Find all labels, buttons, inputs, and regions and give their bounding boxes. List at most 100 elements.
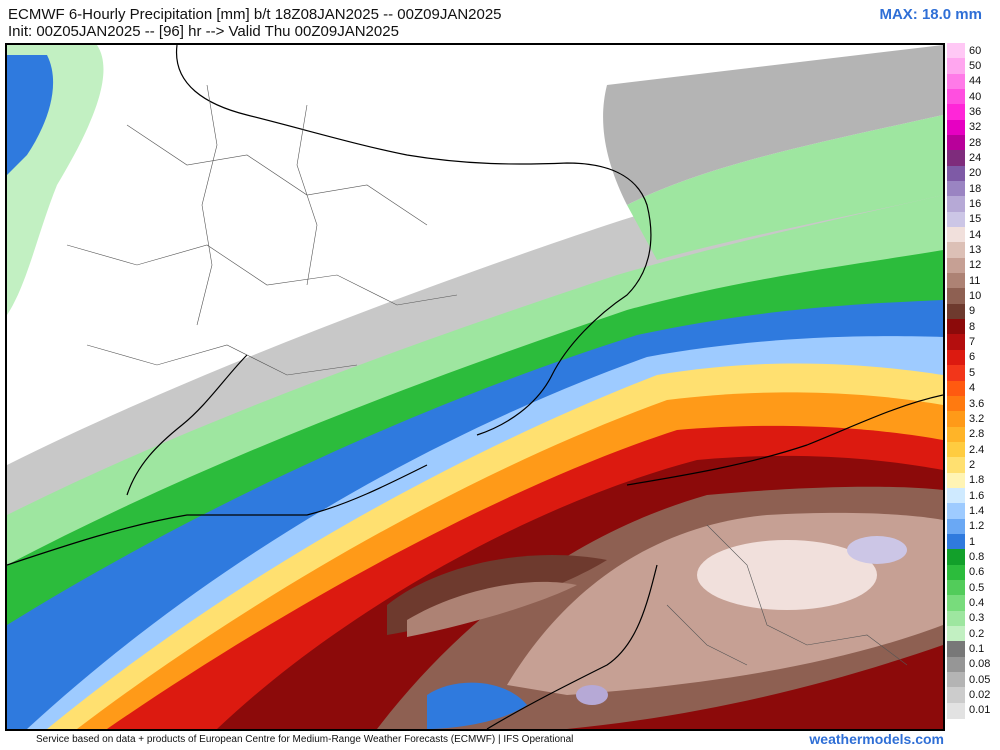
- legend-swatch: [947, 319, 965, 336]
- map-canvas: [7, 45, 943, 729]
- legend-swatch: [947, 702, 965, 719]
- legend-label: 2.8: [969, 428, 985, 441]
- legend-swatch: [947, 533, 965, 550]
- legend-label: 40: [969, 90, 982, 103]
- legend-swatch: [947, 135, 965, 152]
- map-title: ECMWF 6-Hourly Precipitation [mm] b/t 18…: [8, 6, 502, 23]
- legend-swatch: [947, 671, 965, 688]
- legend-label: 20: [969, 167, 982, 180]
- legend-label: 16: [969, 198, 982, 211]
- legend-swatch: [947, 503, 965, 520]
- ne-trace: [603, 45, 943, 205]
- legend-label: 3.6: [969, 397, 985, 410]
- footer-credit: Service based on data + products of Euro…: [36, 734, 574, 745]
- legend-label: 0.08: [969, 658, 991, 671]
- core-purple: [847, 536, 907, 564]
- legend-label: 1.4: [969, 504, 985, 517]
- legend-label: 1.2: [969, 520, 985, 533]
- legend-swatch: [947, 656, 965, 673]
- legend-label: 18: [969, 182, 982, 195]
- legend-swatch: [947, 487, 965, 504]
- legend-swatch: [947, 426, 965, 443]
- legend-swatch: [947, 625, 965, 642]
- legend-swatch: [947, 181, 965, 198]
- legend-label: 12: [969, 259, 982, 272]
- max-precip-label: MAX: 18.0 mm: [879, 6, 982, 23]
- legend-swatch: [947, 595, 965, 612]
- ne-showers: [627, 115, 943, 260]
- legend-label: 5: [969, 366, 976, 379]
- legend-swatch: [947, 165, 965, 182]
- legend-swatch: [947, 104, 965, 121]
- legend-label: 0.4: [969, 596, 985, 609]
- sw-blue-pocket: [427, 682, 527, 729]
- legend-label: 0.01: [969, 704, 991, 717]
- legend-label: 2: [969, 458, 976, 471]
- precipitation-map[interactable]: [5, 43, 945, 731]
- legend-swatch: [947, 518, 965, 535]
- legend-label: 0.6: [969, 566, 985, 579]
- legend-label: 6: [969, 351, 976, 364]
- legend-swatch: [947, 441, 965, 458]
- legend-swatch: [947, 288, 965, 305]
- legend-label: 0.1: [969, 642, 985, 655]
- lobe-pink-west: [407, 581, 577, 637]
- legend-swatch: [947, 365, 965, 382]
- legend-label: 1.8: [969, 474, 985, 487]
- legend-swatch: [947, 610, 965, 627]
- legend-label: 50: [969, 60, 982, 72]
- legend-label: 36: [969, 106, 982, 119]
- legend-swatch: [947, 641, 965, 658]
- footer-site-link[interactable]: weathermodels.com: [809, 731, 944, 747]
- legend-label: 13: [969, 244, 982, 257]
- legend-label: 0.2: [969, 627, 985, 640]
- legend-swatch: [947, 58, 965, 75]
- legend-swatch: [947, 257, 965, 274]
- legend-swatch: [947, 457, 965, 474]
- legend-swatch: [947, 549, 965, 566]
- legend-label: 14: [969, 228, 982, 241]
- nw-blue: [7, 55, 54, 175]
- core-purple-south: [576, 685, 608, 705]
- legend-label: 0.5: [969, 581, 985, 594]
- legend-swatch: [947, 73, 965, 90]
- legend-label: 60: [969, 44, 982, 57]
- legend-swatch: [947, 334, 965, 351]
- legend-swatch: [947, 43, 965, 59]
- legend-label: 44: [969, 75, 982, 88]
- legend-swatch: [947, 687, 965, 704]
- legend-label: 3.2: [969, 412, 985, 425]
- legend-swatch: [947, 349, 965, 366]
- legend-swatch: [947, 119, 965, 136]
- legend-label: 32: [969, 121, 982, 134]
- legend-swatch: [947, 564, 965, 581]
- legend-swatch: [947, 227, 965, 244]
- coastlines: [7, 45, 943, 729]
- legend-label: 24: [969, 152, 982, 165]
- legend-swatch: [947, 395, 965, 412]
- legend-swatch: [947, 242, 965, 259]
- legend-label: 0.05: [969, 673, 991, 686]
- legend-label: 15: [969, 213, 982, 226]
- legend-label: 7: [969, 336, 976, 349]
- precip-field: [7, 45, 943, 729]
- legend-swatch: [947, 211, 965, 228]
- admin-borders: [66, 84, 908, 666]
- legend-label: 11: [969, 274, 981, 287]
- legend-swatch: [947, 411, 965, 428]
- legend-label: 2.4: [969, 443, 985, 456]
- legend-label: 4: [969, 382, 976, 395]
- legend-label: 1: [969, 535, 976, 548]
- legend-swatch: [947, 89, 965, 106]
- legend-label: 9: [969, 305, 976, 318]
- legend-label: 0.02: [969, 688, 991, 701]
- core-max: [697, 540, 877, 610]
- legend-label: 0.8: [969, 550, 985, 563]
- legend-colorbar: [947, 43, 967, 719]
- legend-label: 1.6: [969, 489, 985, 502]
- legend-swatch: [947, 303, 965, 320]
- legend-label: 10: [969, 290, 982, 303]
- legend-label: 28: [969, 136, 982, 149]
- legend-swatch: [947, 579, 965, 596]
- legend-swatch: [947, 380, 965, 397]
